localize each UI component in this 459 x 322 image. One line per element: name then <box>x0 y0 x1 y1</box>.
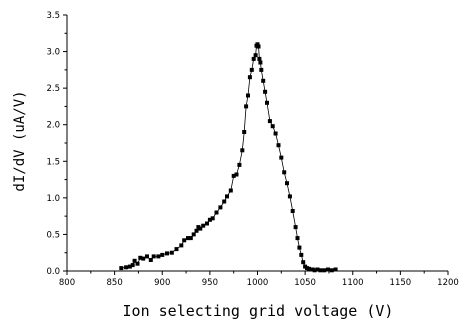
data-point <box>299 252 304 257</box>
data-point <box>201 223 206 228</box>
data-point <box>290 209 295 213</box>
data-point <box>256 44 261 49</box>
data-point <box>194 228 199 233</box>
y-tick-label: 2.0 <box>46 121 60 131</box>
x-tick-label: 850 <box>107 278 123 288</box>
data-point <box>132 258 137 263</box>
data-point <box>135 261 140 266</box>
data-point <box>312 268 317 273</box>
x-axis-label: Ion selecting grid voltage (V) <box>123 302 394 320</box>
data-point <box>273 131 278 136</box>
data-point <box>169 250 174 255</box>
data-point <box>198 226 203 231</box>
data-point <box>127 264 132 269</box>
data-point <box>285 181 289 186</box>
y-tick-label: 3.0 <box>46 48 60 58</box>
data-point <box>315 267 320 272</box>
data-point <box>258 60 263 65</box>
data-point <box>222 199 227 204</box>
y-tick-label: 1.0 <box>46 194 60 204</box>
data-point <box>253 53 258 58</box>
data-point <box>326 267 330 272</box>
y-tick-label: 1.5 <box>46 157 60 167</box>
y-tick-label: 0.5 <box>46 230 60 240</box>
data-point <box>261 78 266 83</box>
data-point <box>237 162 242 167</box>
data-point <box>231 173 236 178</box>
data-point <box>188 236 193 241</box>
series-group <box>119 42 338 273</box>
data-point <box>249 67 254 72</box>
x-tick-label: 900 <box>154 278 170 288</box>
x-axis-ticks: 800 850 900 950 1000 1050 1100 1150 1200 <box>59 271 459 288</box>
data-point <box>276 143 281 148</box>
x-tick-label: 950 <box>202 278 218 288</box>
data-point <box>214 210 219 215</box>
y-tick-label: 0.0 <box>46 267 60 277</box>
data-point <box>329 268 334 273</box>
data-point <box>225 194 229 199</box>
data-point <box>119 266 124 271</box>
data-point <box>246 93 250 98</box>
data-point <box>165 251 169 256</box>
data-point <box>240 148 245 153</box>
series-line <box>121 43 336 271</box>
y-axis-ticks: 0.0 0.5 1.0 1.5 2.0 2.5 3.0 3.5 <box>46 11 67 277</box>
data-point <box>257 56 262 61</box>
data-point <box>218 205 223 210</box>
y-tick-label: 2.5 <box>46 84 60 94</box>
data-point <box>295 236 300 241</box>
x-tick-label: 1050 <box>294 278 316 288</box>
data-point <box>234 172 239 177</box>
data-point <box>293 225 298 230</box>
data-point <box>179 243 184 248</box>
data-point <box>151 254 156 259</box>
data-point <box>244 104 249 109</box>
y-axis-label: dI/dV (uA/V) <box>12 90 28 191</box>
data-point <box>160 252 165 257</box>
data-point <box>145 254 149 259</box>
data-point <box>301 260 306 265</box>
data-point <box>279 155 284 160</box>
data-point <box>186 236 190 241</box>
data-point <box>205 221 209 226</box>
data-point <box>318 268 323 273</box>
data-point <box>282 170 287 175</box>
data-point <box>333 267 338 272</box>
data-point <box>247 75 252 80</box>
data-point <box>228 188 233 193</box>
data-point <box>297 245 302 250</box>
data-point <box>270 124 275 129</box>
data-point <box>148 258 153 262</box>
data-point <box>124 265 129 270</box>
data-point <box>242 130 247 134</box>
x-tick-label: 1100 <box>342 278 364 288</box>
data-point <box>267 119 272 124</box>
data-point <box>255 42 260 47</box>
data-point <box>191 232 196 237</box>
data-point <box>138 255 143 260</box>
data-point <box>322 268 327 273</box>
data-point <box>207 217 212 222</box>
data-point <box>130 263 135 268</box>
data-point <box>210 216 215 221</box>
data-point <box>287 194 292 199</box>
x-tick-label: 1150 <box>390 278 412 288</box>
x-tick-label: 800 <box>59 278 75 288</box>
data-point <box>174 247 179 252</box>
data-point <box>251 56 256 61</box>
data-point <box>141 256 146 261</box>
data-point <box>265 100 269 105</box>
data-point <box>259 67 264 72</box>
y-tick-label: 3.5 <box>46 11 60 21</box>
data-point <box>263 89 268 94</box>
data-point <box>156 254 161 259</box>
x-tick-label: 1000 <box>247 278 269 288</box>
data-point <box>182 238 187 243</box>
x-tick-label: 1200 <box>437 278 459 288</box>
